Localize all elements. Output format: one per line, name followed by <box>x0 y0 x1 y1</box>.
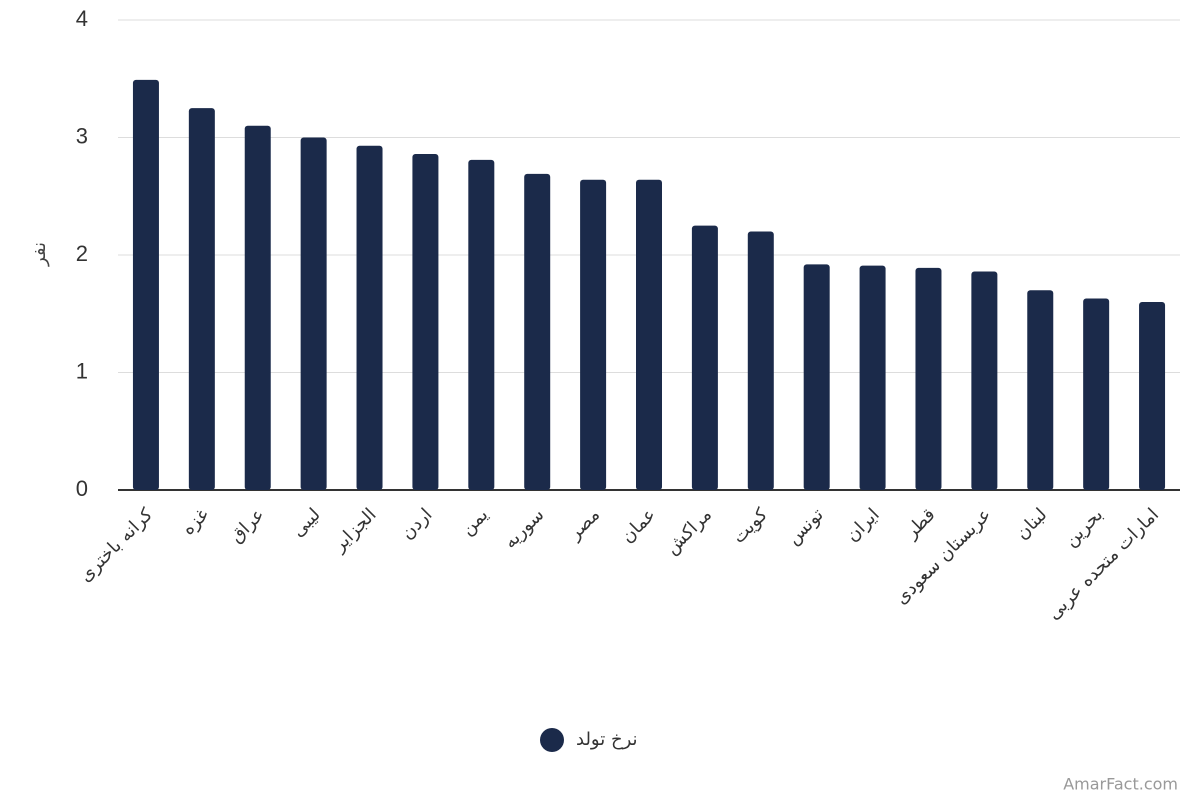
x-tick-label: قطر <box>900 504 939 543</box>
watermark: AmarFact.com <box>1063 775 1178 794</box>
bar <box>300 137 327 490</box>
x-tick-label: یمن <box>457 504 492 539</box>
x-tick-label: کرانه باختری <box>75 504 157 586</box>
bar <box>188 108 215 490</box>
bar <box>915 267 942 490</box>
x-tick-label: بحرین <box>1060 504 1107 551</box>
x-tick-label: لبنان <box>1012 504 1052 544</box>
bar <box>1083 298 1110 490</box>
x-tick-label: عراق <box>226 504 269 547</box>
x-tick-label: کویت <box>728 504 772 548</box>
bar <box>1139 302 1166 490</box>
x-tick-label: مراکش <box>661 504 716 559</box>
x-tick-label: غزه <box>178 504 213 539</box>
bar <box>244 125 271 490</box>
x-tick-label: لیبی <box>288 504 325 541</box>
bar <box>1027 290 1054 490</box>
bar <box>524 173 551 491</box>
legend-marker <box>540 728 564 752</box>
legend-label: نرخ تولد <box>576 729 638 750</box>
x-tick-label: سوریه <box>500 504 549 553</box>
x-tick-label: تونس <box>783 504 828 549</box>
bar <box>747 231 774 490</box>
y-axis-label: نفر <box>29 242 50 267</box>
x-tick-label: ایران <box>842 504 884 546</box>
y-tick-label: 3 <box>76 123 88 148</box>
bar <box>636 179 662 491</box>
bar <box>468 159 495 490</box>
y-tick-label: 1 <box>76 358 88 383</box>
bar <box>580 179 607 491</box>
x-tick-label: عربستان سعودی <box>891 504 995 608</box>
x-tick-label: مصر <box>564 504 604 544</box>
bar <box>412 153 439 490</box>
y-tick-label: 0 <box>76 476 88 501</box>
bar <box>859 265 886 490</box>
bar <box>132 79 159 491</box>
x-tick-label: اردن <box>397 504 437 544</box>
bar <box>971 271 998 490</box>
bar <box>356 145 383 490</box>
x-tick-label: الجزایر <box>328 504 380 556</box>
x-tick-label: عمان <box>617 504 660 547</box>
y-tick-label: 2 <box>76 241 88 266</box>
y-tick-label: 4 <box>76 6 88 31</box>
bar <box>803 264 830 490</box>
bar <box>691 225 718 490</box>
